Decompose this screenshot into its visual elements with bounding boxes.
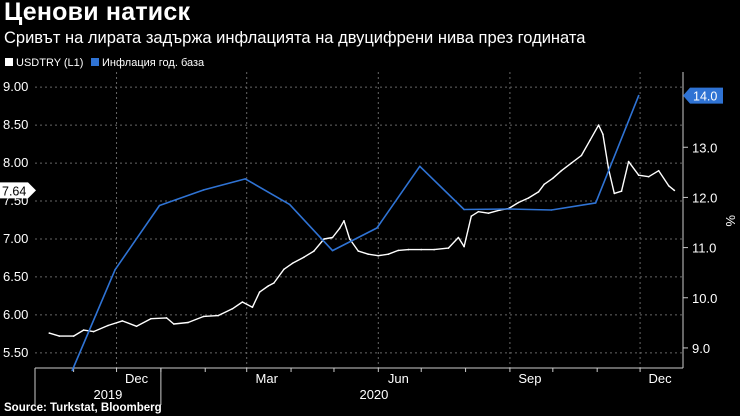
y-right-tick-label: 10.0 bbox=[692, 291, 717, 306]
gridlines bbox=[35, 72, 683, 368]
value-labels: 7.64 14.0 bbox=[0, 87, 723, 199]
inflation-line bbox=[71, 95, 640, 371]
legend-label-usdtry: USDTRY (L1) bbox=[16, 57, 83, 69]
y-left-tick-label: 6.50 bbox=[3, 269, 28, 284]
inflation-last-value-label: 14.0 bbox=[693, 90, 717, 104]
y-left-tick-label: 8.50 bbox=[3, 117, 28, 132]
y-right-tick-label: 12.0 bbox=[692, 190, 717, 205]
y-left-tick-label: 7.00 bbox=[3, 231, 28, 246]
y-left-tick-label: 8.00 bbox=[3, 155, 28, 170]
y-left-tick-label: 6.00 bbox=[3, 307, 28, 322]
plot-lines bbox=[48, 94, 676, 372]
inflation-last-value-badge bbox=[683, 87, 723, 104]
usdtry-last-value-label: 7.64 bbox=[2, 184, 26, 198]
x-year-label: 2020 bbox=[359, 387, 388, 402]
y-left-tick-label: 5.50 bbox=[3, 345, 28, 360]
x-month-label: Jun bbox=[388, 371, 409, 386]
y-right-tick-label: 11.0 bbox=[692, 241, 716, 256]
usdtry-last-value-badge bbox=[0, 182, 36, 199]
x-month-label: Dec bbox=[649, 371, 673, 386]
legend-swatch-inflation bbox=[91, 58, 99, 66]
legend: USDTRY (L1) Инфлация год. база bbox=[5, 57, 205, 69]
legend-swatch-usdtry bbox=[5, 58, 13, 66]
y-right-tick-label: 9.0 bbox=[692, 341, 710, 356]
y-right-tick-label: 13.0 bbox=[692, 140, 717, 155]
x-month-label: Dec bbox=[125, 371, 149, 386]
axes: 5.506.006.507.007.508.008.509.009.010.01… bbox=[3, 72, 738, 405]
legend-label-inflation: Инфлация год. база bbox=[102, 57, 205, 69]
y-right-axis-label: % bbox=[723, 215, 738, 227]
chart-title: Ценови натиск bbox=[4, 0, 191, 26]
y-left-tick-label: 9.00 bbox=[3, 79, 28, 94]
x-month-label: Sep bbox=[518, 371, 541, 386]
usdtry-line bbox=[49, 124, 675, 337]
chart-subtitle: Сривът на лирата задържа инфлацията на д… bbox=[4, 29, 586, 47]
source-note: Source: Turkstat, Bloomberg bbox=[4, 402, 162, 414]
x-month-label: Mar bbox=[256, 371, 279, 386]
x-year-label: 2019 bbox=[93, 387, 122, 402]
